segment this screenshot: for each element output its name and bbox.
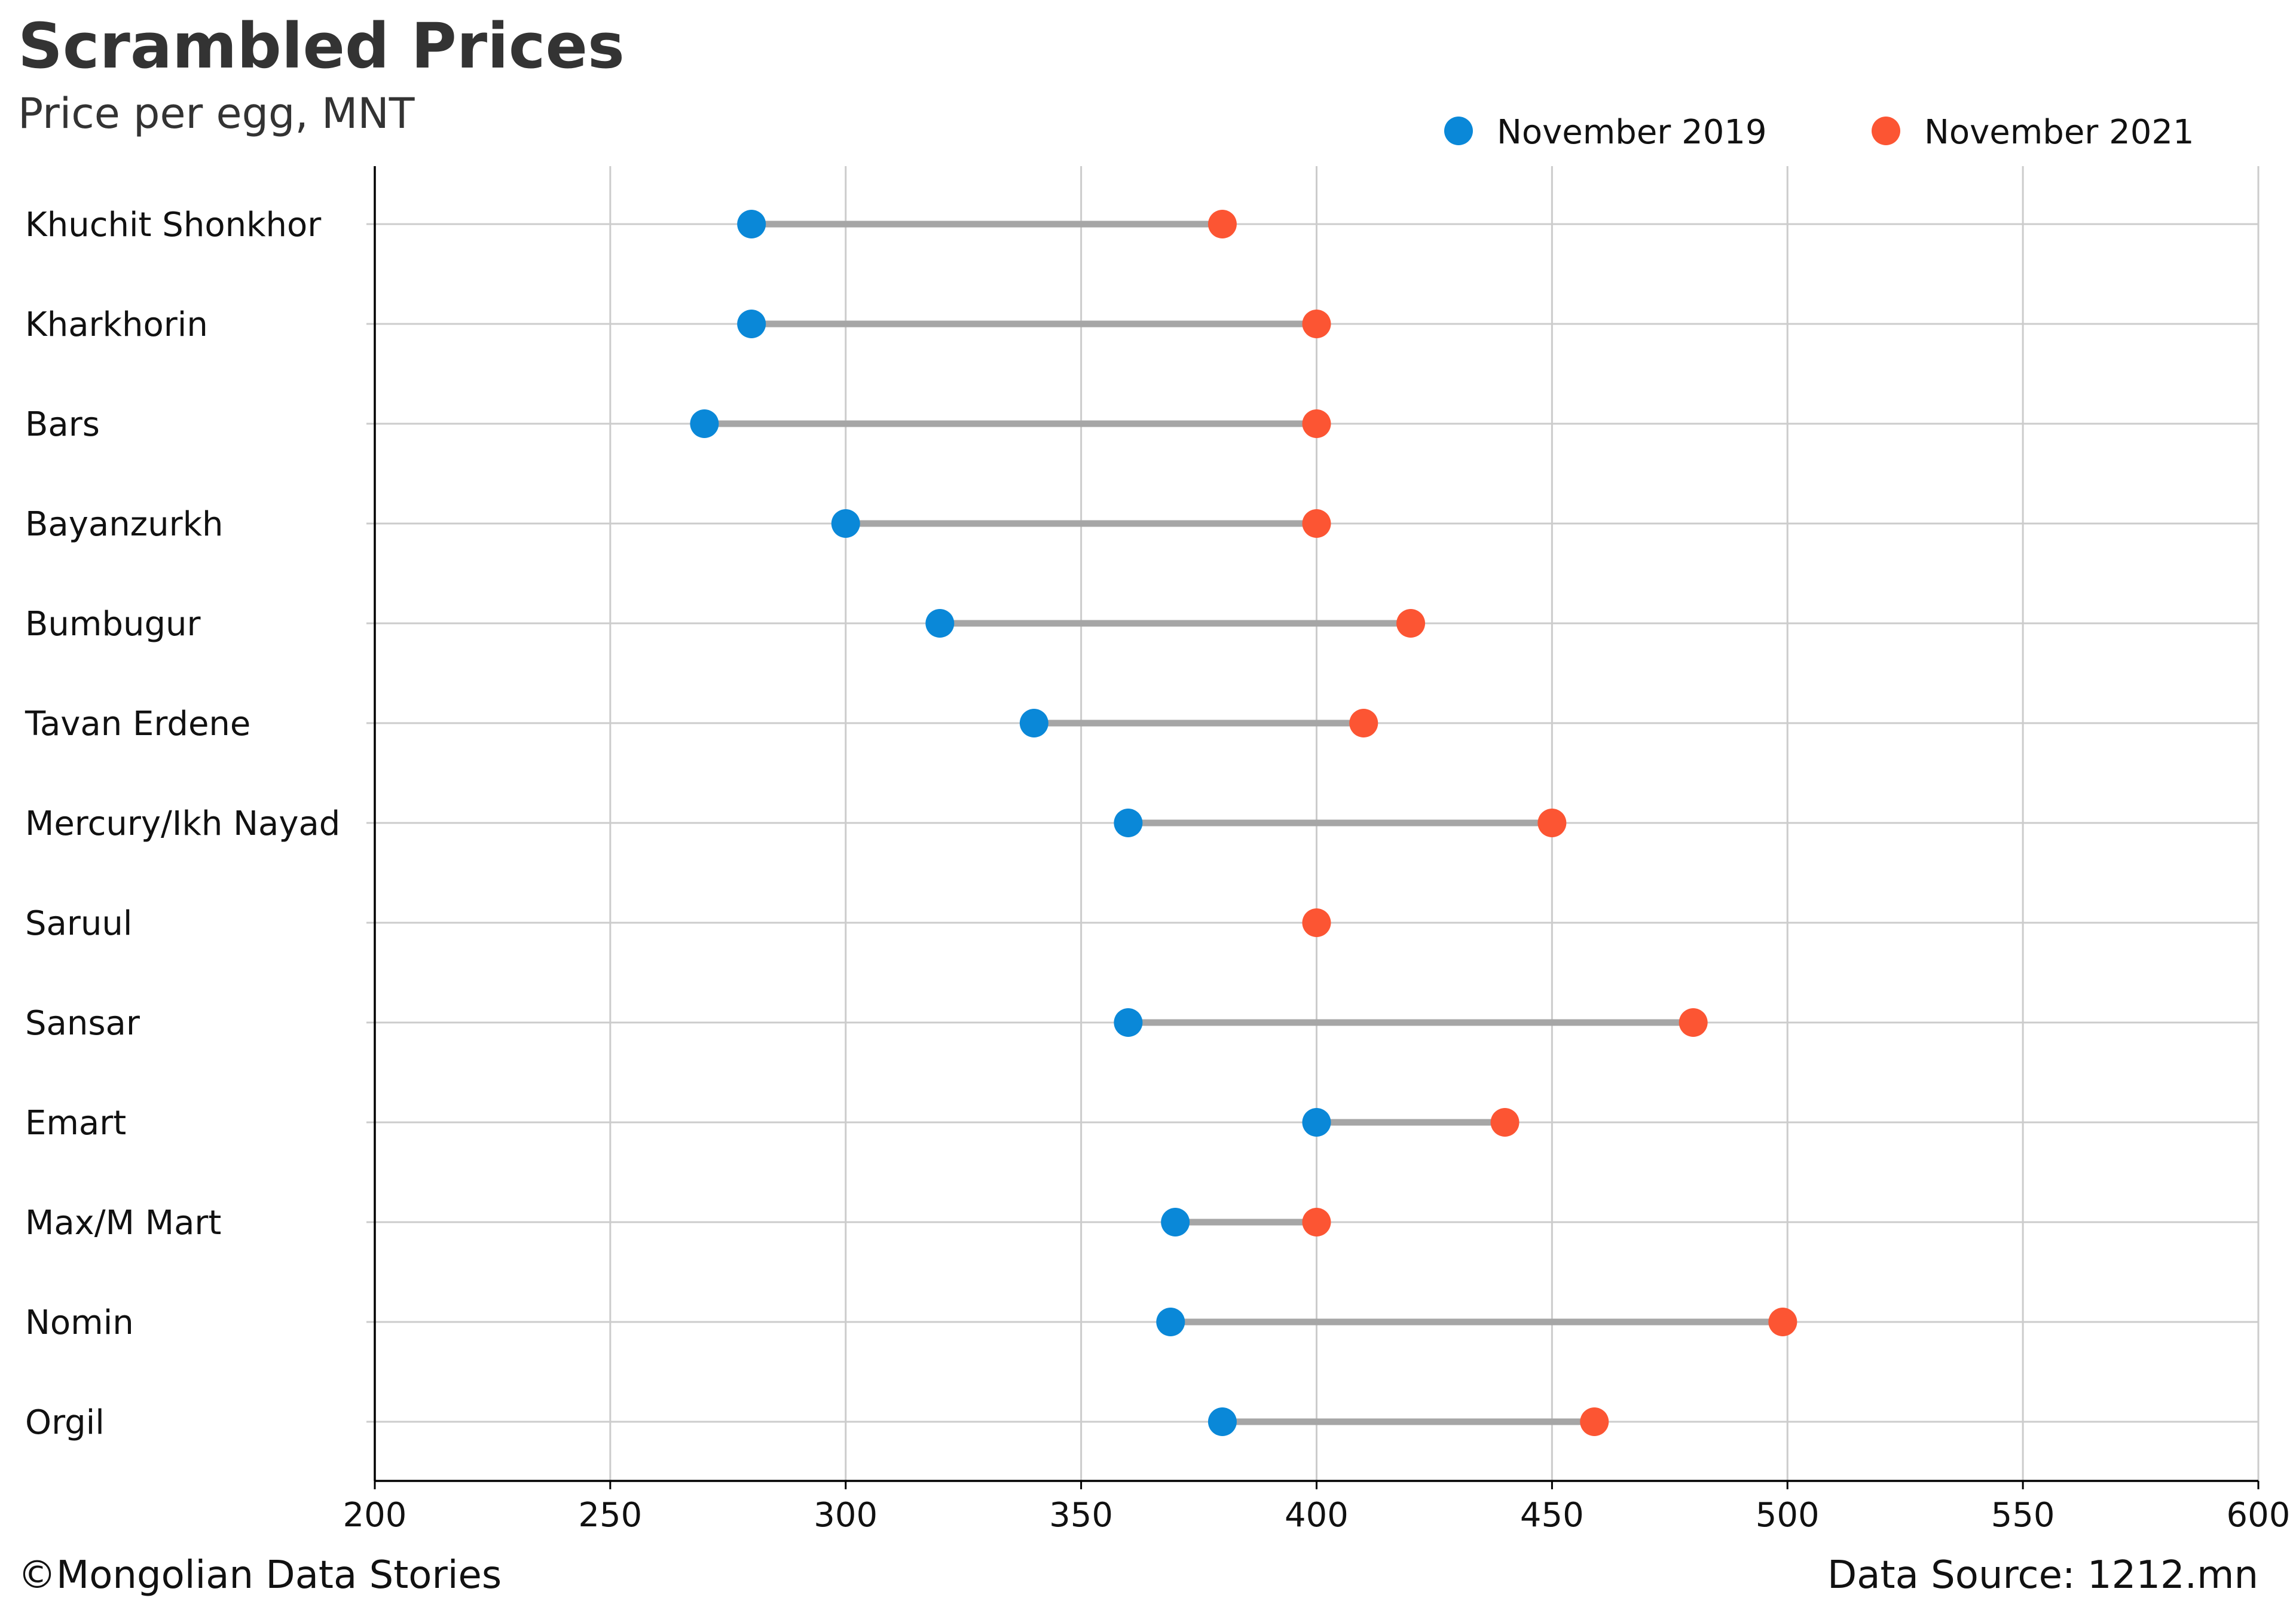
category-label: Orgil bbox=[25, 1403, 105, 1442]
category-label: Nomin bbox=[25, 1303, 134, 1342]
point-november-2021 bbox=[1349, 709, 1378, 737]
point-november-2021 bbox=[1679, 1008, 1708, 1037]
point-november-2021 bbox=[1490, 1108, 1520, 1137]
category-label: Tavan Erdene bbox=[25, 705, 250, 743]
point-november-2021 bbox=[1302, 409, 1331, 438]
category-label: Bumbugur bbox=[25, 605, 201, 644]
point-november-2019 bbox=[737, 210, 766, 238]
point-november-2021 bbox=[1302, 509, 1331, 538]
category-label: Saruul bbox=[25, 904, 132, 943]
x-tick-labels: 200 250 300 350 400 450 500 550 600 bbox=[343, 1496, 2291, 1535]
x-tick-label: 400 bbox=[1285, 1496, 1349, 1535]
category-label: Bars bbox=[25, 405, 100, 444]
x-tick-label: 350 bbox=[1049, 1496, 1113, 1535]
point-november-2021 bbox=[1302, 310, 1331, 338]
category-labels: Khuchit Shonkhor Kharkhorin Bars Bayanzurkh… bbox=[25, 206, 340, 1442]
legend-label: November 2021 bbox=[1924, 113, 2194, 152]
x-tick-label: 250 bbox=[578, 1496, 642, 1535]
x-tick-label: 200 bbox=[343, 1496, 407, 1535]
point-november-2019 bbox=[1207, 1407, 1237, 1436]
legend: November 2019 November 2021 bbox=[1444, 113, 2194, 152]
x-tick-label: 300 bbox=[814, 1496, 878, 1535]
legend-label: November 2019 bbox=[1497, 113, 1767, 152]
x-tick-label: 600 bbox=[2227, 1496, 2291, 1535]
point-november-2019 bbox=[1161, 1208, 1190, 1236]
point-november-2019 bbox=[1019, 709, 1048, 737]
x-tick-label: 450 bbox=[1520, 1496, 1584, 1535]
footer-source: Data Source: 1212.mn bbox=[1827, 1553, 2258, 1597]
point-november-2021 bbox=[1302, 908, 1331, 937]
data-points bbox=[690, 210, 1797, 1436]
point-november-2019 bbox=[1302, 1108, 1331, 1137]
legend-marker bbox=[1444, 117, 1473, 145]
point-november-2021 bbox=[1207, 210, 1237, 238]
point-november-2019 bbox=[925, 609, 955, 638]
x-tick-label: 500 bbox=[1756, 1496, 1820, 1535]
point-november-2019 bbox=[737, 310, 766, 338]
category-label: Sansar bbox=[25, 1004, 140, 1043]
legend-marker bbox=[1872, 117, 1900, 145]
point-november-2019 bbox=[1156, 1308, 1185, 1336]
point-november-2019 bbox=[1114, 1008, 1143, 1037]
category-label: Kharkhorin bbox=[25, 305, 208, 344]
category-label: Mercury/Ikh Nayad bbox=[25, 804, 340, 843]
category-label: Bayanzurkh bbox=[25, 505, 224, 544]
point-november-2021 bbox=[1580, 1407, 1609, 1436]
x-tick-label: 550 bbox=[1991, 1496, 2055, 1535]
point-november-2021 bbox=[1302, 1208, 1331, 1236]
axes bbox=[374, 166, 2260, 1489]
chart-title: Scrambled Prices bbox=[18, 10, 625, 82]
connectors bbox=[704, 221, 1783, 1425]
point-november-2021 bbox=[1537, 809, 1567, 837]
point-november-2019 bbox=[831, 509, 860, 538]
category-label: Max/M Mart bbox=[25, 1204, 221, 1242]
point-november-2021 bbox=[1768, 1308, 1797, 1336]
category-label: Khuchit Shonkhor bbox=[25, 206, 322, 244]
point-november-2021 bbox=[1396, 609, 1426, 638]
point-november-2019 bbox=[690, 409, 719, 438]
chart-subtitle: Price per egg, MNT bbox=[18, 89, 415, 138]
point-november-2019 bbox=[1114, 809, 1143, 837]
footer-credit: ©Mongolian Data Stories bbox=[18, 1553, 502, 1597]
category-label: Emart bbox=[25, 1104, 126, 1143]
